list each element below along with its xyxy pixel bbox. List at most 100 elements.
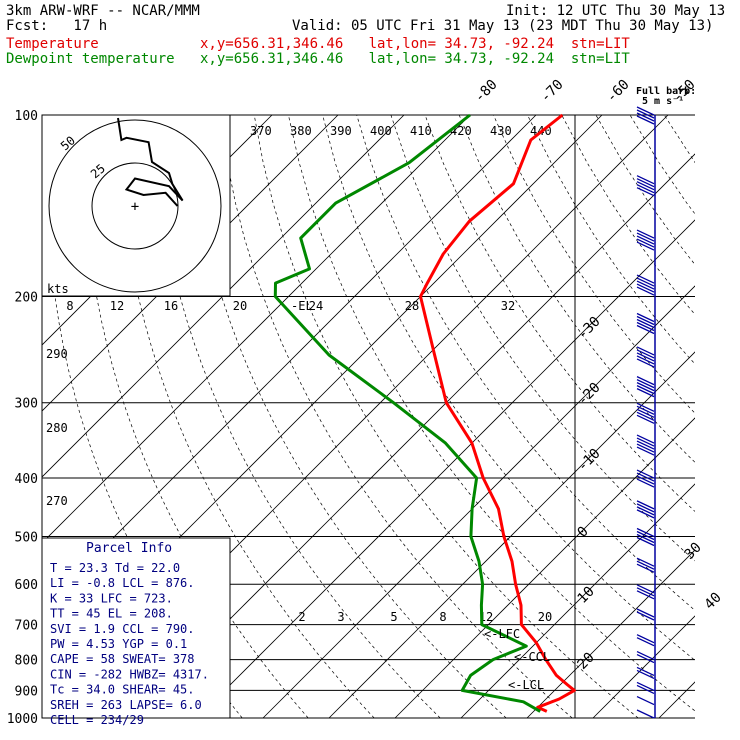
wind-barb: [636, 178, 655, 188]
wind-barb: [636, 283, 655, 293]
isotherm-label: 40: [702, 590, 725, 613]
wind-barb: [636, 376, 655, 386]
isotherm-line: [42, 115, 339, 412]
temperature-legend: Temperature: [6, 36, 99, 52]
wind-barb: [636, 175, 655, 185]
wind-barb: [636, 437, 655, 447]
wind-barb: [636, 563, 655, 573]
theta-e-label: 380: [290, 124, 312, 138]
isotherm-line: [725, 115, 740, 718]
dry-adiabat: [288, 115, 695, 712]
wind-barb: [636, 181, 655, 191]
wind-barb: [636, 509, 655, 519]
isobar-label: 1000: [7, 712, 38, 727]
temperature-location: x,y=656.31,346.46 lat,lon= 34.73, -92.24…: [200, 36, 630, 52]
dewpoint-legend: Dewpoint temperature: [6, 51, 175, 67]
parcel-info-row: TT = 45 EL = 208.: [50, 607, 173, 621]
valid-time: Valid: 05 UTC Fri 31 May 13 (23 MDT Thu …: [292, 18, 714, 34]
level-marker: <-CCL: [514, 650, 550, 664]
forecast-hour: Fcst: 17 h: [6, 18, 108, 34]
dry-adiabat: [424, 115, 695, 512]
mixing-ratio-label: 2: [298, 610, 305, 624]
wind-barb: [636, 533, 655, 544]
isotherm-line: [592, 615, 695, 718]
wind-barb: [636, 235, 655, 245]
dewpoint-location: x,y=656.31,346.46 lat,lon= 34.73, -92.24…: [200, 51, 630, 67]
isotherm-label: -80: [472, 77, 501, 106]
theta-e-label: 370: [250, 124, 272, 138]
wind-barb: [636, 274, 655, 284]
mixing-ratio-label: 8: [439, 610, 446, 624]
theta-e-label: 400: [370, 124, 392, 138]
dry-adiabat: [356, 115, 695, 611]
isotherm-line: [196, 219, 695, 718]
wind-barb: [636, 590, 655, 600]
wind-barb: [636, 321, 655, 332]
wind-barb: [636, 560, 655, 570]
hodograph-ring: [91, 162, 179, 250]
theta-e-label: 390: [330, 124, 352, 138]
wind-barb: [636, 109, 655, 119]
isotherm-line: [42, 115, 471, 544]
isobar-label: 900: [15, 684, 38, 699]
parcel-info-row: CIN = -282 HWBZ= 4317.: [50, 667, 209, 681]
wind-barb: [636, 443, 655, 453]
isobar-label: 300: [15, 397, 38, 412]
wind-barb: [636, 446, 655, 456]
theta-label: 270: [46, 494, 68, 508]
theta-label: 280: [46, 421, 68, 435]
wind-barb: [636, 229, 655, 239]
dry-adiabat: [663, 115, 695, 164]
wind-barb: [636, 669, 655, 680]
hodograph-units: kts: [47, 282, 69, 296]
wind-barb: [636, 324, 655, 335]
dry-adiabat: [458, 115, 695, 463]
mixing-ratio-label: 5: [390, 610, 397, 624]
wind-barb: [636, 472, 655, 482]
theta-e-label: 420: [450, 124, 472, 138]
wind-barb: [636, 315, 655, 326]
parcel-info-row: SREH = 263 LAPSE= 6.0: [50, 698, 202, 712]
isotherm-line: [460, 483, 695, 718]
isotherm-line: [658, 681, 695, 718]
wind-barb: [636, 475, 655, 485]
wind-barb: [636, 112, 655, 122]
barb-legend-units: 5 m s⁻¹: [642, 96, 684, 107]
wind-barb: [636, 358, 655, 368]
barb-legend: Full barb:: [636, 86, 696, 97]
mixing-ratio-label: 24: [309, 299, 323, 313]
wind-barb: [636, 349, 655, 359]
hodograph-ring: [48, 119, 222, 293]
isotherm-line: [262, 285, 695, 718]
hodograph-trace: [117, 117, 184, 207]
wind-barb: [636, 277, 655, 287]
mixing-ratio-label: 20: [538, 610, 552, 624]
level-marker: <-LFC: [484, 627, 520, 641]
wind-barb: [636, 184, 655, 194]
isotherm-line: [526, 549, 695, 718]
isotherm-label: 30: [682, 540, 705, 563]
wind-barb: [636, 385, 655, 395]
wind-barb: [636, 584, 655, 594]
wind-barb: [636, 238, 655, 248]
isotherm-line: [130, 153, 695, 718]
temperature-line: [419, 113, 576, 713]
isotherm-label: 0: [575, 524, 592, 541]
theta-e-label: 410: [410, 124, 432, 138]
isotherm-label: -60: [604, 77, 633, 106]
dry-adiabat: [151, 115, 441, 718]
wind-barb: [636, 608, 655, 618]
wind-barb: [636, 684, 655, 694]
isobar-label: 500: [15, 530, 38, 545]
wind-barb: [636, 506, 655, 516]
mixing-ratio-label: 32: [501, 299, 515, 313]
wind-barb: [636, 536, 655, 547]
wind-barb: [636, 402, 655, 412]
isotherm-label: 10: [575, 584, 598, 607]
wind-barb: [636, 500, 655, 510]
wind-barb: [636, 557, 655, 567]
wind-barb: [636, 634, 655, 644]
isotherm-line: [42, 115, 405, 478]
wind-barb: [636, 115, 655, 125]
